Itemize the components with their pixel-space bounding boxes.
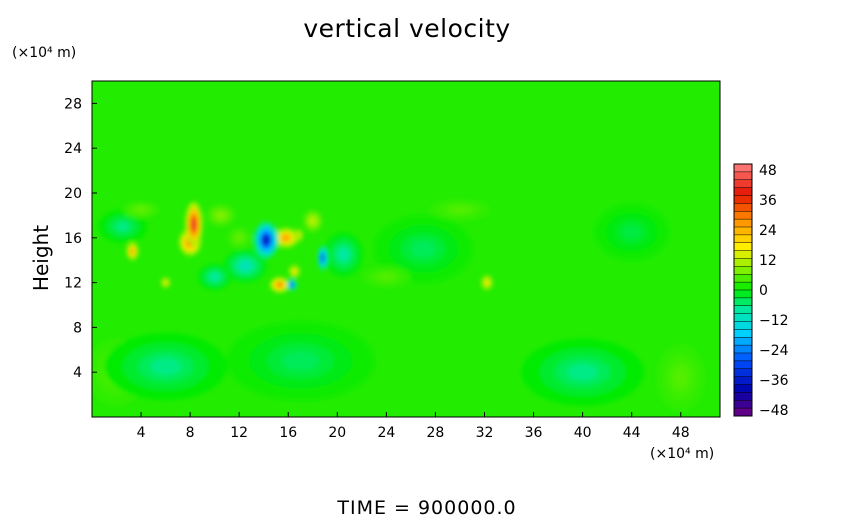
- field-blob: [164, 281, 167, 284]
- colorbar-segment: [734, 368, 752, 377]
- field-blob: [277, 282, 283, 287]
- x-tick-label: 12: [230, 425, 248, 441]
- colorbar-segment: [734, 353, 752, 362]
- colorbar-tick-label: 0: [759, 283, 768, 299]
- y-tick-label: 28: [64, 96, 82, 112]
- field-blob: [410, 240, 436, 258]
- x-axis-unit: (×10⁴ m): [650, 446, 715, 462]
- y-tick-label: 24: [64, 141, 82, 157]
- field-blob: [310, 218, 316, 224]
- field-blob: [380, 274, 393, 280]
- y-tick-label: 20: [64, 186, 82, 202]
- y-tick-label: 16: [64, 231, 82, 247]
- x-tick-label: 20: [328, 425, 346, 441]
- field-blob: [674, 369, 687, 387]
- x-tick-label: 36: [525, 425, 543, 441]
- x-tick-label: 32: [476, 425, 494, 441]
- chart-title: vertical velocity: [303, 14, 511, 43]
- colorbar-tick-label: 12: [759, 253, 777, 269]
- colorbar: 48 36 24 12 0 −12 −24 −36 −48: [733, 163, 789, 419]
- colorbar-segment: [734, 376, 752, 385]
- plot-frame: [91, 80, 721, 418]
- field-blob: [130, 249, 135, 254]
- colorbar-segment: [734, 266, 752, 275]
- y-axis-label: Height: [29, 224, 53, 292]
- colorbar-segment: [734, 384, 752, 393]
- colorbar-tick-label: 48: [759, 163, 777, 179]
- x-tick-label: 24: [377, 425, 395, 441]
- field-blob: [191, 218, 196, 230]
- field-blob: [217, 212, 225, 219]
- field-blob: [263, 235, 270, 245]
- field-blob: [282, 235, 290, 241]
- field-blob: [116, 222, 129, 231]
- x-tick-label: 4: [137, 425, 146, 441]
- colorbar-tick-label: 36: [759, 193, 777, 209]
- field-blobs: [92, 198, 706, 412]
- y-tick-label: 8: [73, 320, 82, 336]
- colorbar-segment: [734, 313, 752, 322]
- field-blob: [136, 207, 146, 213]
- field-blob: [567, 363, 598, 381]
- field-blob: [290, 283, 294, 287]
- colorbar-tick-label: −24: [759, 343, 789, 359]
- colorbar-tick-label: −48: [759, 403, 789, 419]
- colorbar-segment: [734, 258, 752, 267]
- colorbar-segment: [734, 392, 752, 401]
- field-blob: [236, 235, 243, 241]
- colorbar-segment: [734, 164, 752, 173]
- field-blob: [622, 225, 641, 240]
- colorbar-frame: [733, 163, 753, 417]
- colorbar-segment: [734, 250, 752, 259]
- x-axis: 4 8 12 16 20 24 28 32 36 40 44 48: [137, 412, 690, 441]
- colorbar-segment: [734, 242, 752, 251]
- colorbar-segment: [734, 337, 752, 346]
- colorbar-segment: [734, 345, 752, 354]
- field-blob: [210, 273, 219, 281]
- colorbar-segment: [734, 400, 752, 409]
- y-axis: 4 8 12 16 20 24 28: [64, 96, 97, 381]
- colorbar-segment: [734, 297, 752, 307]
- colorbar-tick-label: −36: [759, 373, 789, 389]
- colorbar-segment: [734, 329, 752, 338]
- colorbar-segment: [734, 274, 752, 283]
- x-tick-label: 44: [623, 425, 641, 441]
- colorbar-segment: [734, 219, 752, 228]
- colorbar-segment: [734, 179, 752, 188]
- x-tick-label: 48: [672, 425, 690, 441]
- y-axis-unit: (×10⁴ m): [12, 45, 77, 61]
- colorbar-segment: [734, 408, 752, 417]
- field-blob: [239, 261, 251, 270]
- colorbar-tick-label: −12: [759, 313, 789, 329]
- colorbar-segment: [734, 282, 752, 291]
- field-blob: [321, 254, 324, 262]
- field-blob: [485, 280, 489, 285]
- colorbar-segment: [734, 203, 752, 212]
- x-tick-label: 16: [279, 425, 297, 441]
- colorbar-segment: [734, 211, 752, 220]
- colorbar-segment: [734, 171, 752, 181]
- x-tick-label: 40: [574, 425, 592, 441]
- field-blob: [150, 358, 181, 375]
- colorbar-segment: [734, 290, 752, 299]
- colorbar-segment: [734, 305, 752, 314]
- field-blob: [282, 351, 319, 371]
- colorbar-segment: [734, 321, 752, 330]
- colorbar-segment: [734, 234, 752, 244]
- colorbar-segment: [734, 195, 752, 204]
- x-tick-label: 28: [427, 425, 445, 441]
- y-tick-label: 4: [73, 365, 82, 381]
- colorbar-segment: [734, 187, 752, 196]
- colorbar-segment: [734, 227, 752, 236]
- field-blob: [452, 207, 468, 213]
- x-tick-label: 8: [186, 425, 195, 441]
- field-blob: [292, 269, 296, 274]
- y-tick-label: 12: [64, 276, 82, 292]
- time-readout: TIME = 900000.0: [337, 497, 517, 519]
- colorbar-segment: [734, 360, 752, 370]
- field-blob: [338, 249, 349, 261]
- colorbar-tick-label: 24: [759, 223, 777, 239]
